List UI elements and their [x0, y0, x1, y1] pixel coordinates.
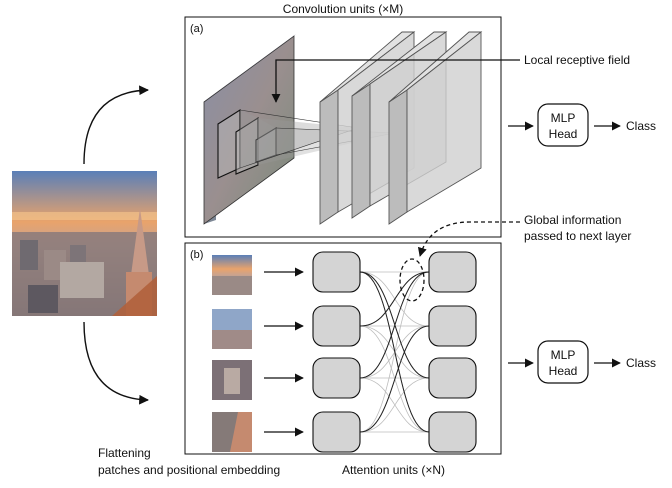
local-field-label: Local receptive field — [524, 53, 630, 67]
right-node-1 — [428, 251, 477, 293]
flatten-line2: patches and positional embedding — [98, 463, 280, 477]
conv-title: Convolution units (×M) — [283, 2, 403, 16]
conv-plane-3 — [388, 31, 483, 225]
arrow-image-to-attention — [83, 321, 149, 405]
global-info-pointer — [417, 221, 520, 257]
right-node-2 — [428, 305, 477, 347]
mlp-head-top: MLP Head — [537, 103, 589, 147]
left-node-3 — [312, 357, 361, 399]
patch-3 — [212, 360, 252, 400]
global-info-line1: Global information — [524, 213, 621, 227]
attention-panel — [184, 242, 502, 455]
attention-nodes-left — [312, 251, 361, 453]
flatten-line1: Flattening — [98, 446, 151, 460]
global-info-highlight — [399, 258, 425, 302]
patch-1 — [212, 255, 252, 295]
arrow-image-to-conv — [83, 85, 149, 165]
patch-4 — [212, 412, 252, 452]
patches — [212, 255, 252, 452]
left-node-2 — [312, 305, 361, 347]
global-info-line2: passed to next layer — [524, 229, 631, 243]
left-node-4 — [312, 411, 361, 453]
right-node-4 — [428, 411, 477, 453]
conv-planes — [319, 31, 483, 225]
patch-2 — [212, 309, 252, 349]
mlp-head-bottom-line1: MLP — [551, 348, 576, 362]
attention-nodes-right — [428, 251, 477, 453]
input-image — [12, 171, 157, 316]
mlp-head-top-line1: MLP — [551, 111, 576, 125]
panel-b-label: (b) — [190, 249, 203, 261]
mlp-head-bottom-line2: Head — [549, 364, 578, 378]
class-label-top: Class — [626, 119, 656, 133]
class-label-bottom: Class — [626, 356, 656, 370]
attention-title: Attention units (×N) — [342, 463, 445, 477]
conv-panel — [184, 16, 502, 238]
patch-arrows — [264, 267, 304, 437]
panel-a-label: (a) — [190, 23, 203, 35]
mlp-head-bottom: MLP Head — [537, 340, 589, 384]
mlp-head-top-line2: Head — [549, 127, 578, 141]
attention-connections — [359, 271, 430, 433]
left-node-1 — [312, 251, 361, 293]
local-field-pointer — [271, 59, 520, 103]
right-node-3 — [428, 357, 477, 399]
input-feature-map — [203, 34, 296, 225]
